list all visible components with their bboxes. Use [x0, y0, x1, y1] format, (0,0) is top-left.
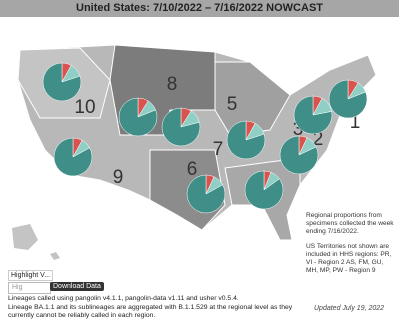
title: United States: 7/10/2022 – 7/16/2022 NOW…	[0, 0, 399, 17]
region-5-shape	[214, 61, 291, 136]
region-label: 9	[113, 167, 124, 188]
pie-slice	[244, 170, 284, 210]
download-button[interactable]: Download Data	[50, 282, 104, 291]
region-label: 7	[213, 139, 224, 160]
pie-slice	[53, 137, 93, 177]
updated: Updated July 19, 2022	[314, 305, 385, 312]
region-label: 3	[293, 119, 304, 140]
highlight-control[interactable]: Highlight V...	[8, 270, 54, 281]
search-input[interactable]: Hig	[8, 282, 51, 294]
note-territories: US Territories not shown are included in…	[306, 242, 392, 275]
footer: Lineages called using pangolin v4.1.1, p…	[8, 295, 308, 321]
pie-slice	[226, 120, 266, 160]
region-label: 8	[167, 74, 178, 95]
pie-slice	[279, 135, 319, 175]
region-label: 2	[313, 129, 324, 150]
alaska	[12, 224, 38, 250]
footer-line: Lineage BA.1.1 and its sublineages are a…	[8, 303, 293, 320]
pie-slice	[118, 97, 158, 137]
footer-line: Lineages called using pangolin v4.1.1, p…	[8, 295, 239, 302]
pie-slice	[161, 107, 201, 147]
map: 10875213964	[12, 44, 377, 260]
pie-slice	[328, 79, 368, 119]
pie-slice	[186, 174, 226, 214]
pie-slice	[293, 95, 333, 135]
region-label: 5	[227, 94, 238, 115]
region-label: 6	[187, 159, 198, 180]
hawaii	[50, 252, 60, 260]
region-label: 10	[74, 97, 95, 118]
note-regional: Regional proportions from specimens coll…	[306, 212, 394, 236]
region-label: 1	[350, 112, 361, 133]
pie-slice	[42, 62, 82, 102]
note: Regional proportions from specimens coll…	[306, 212, 396, 281]
